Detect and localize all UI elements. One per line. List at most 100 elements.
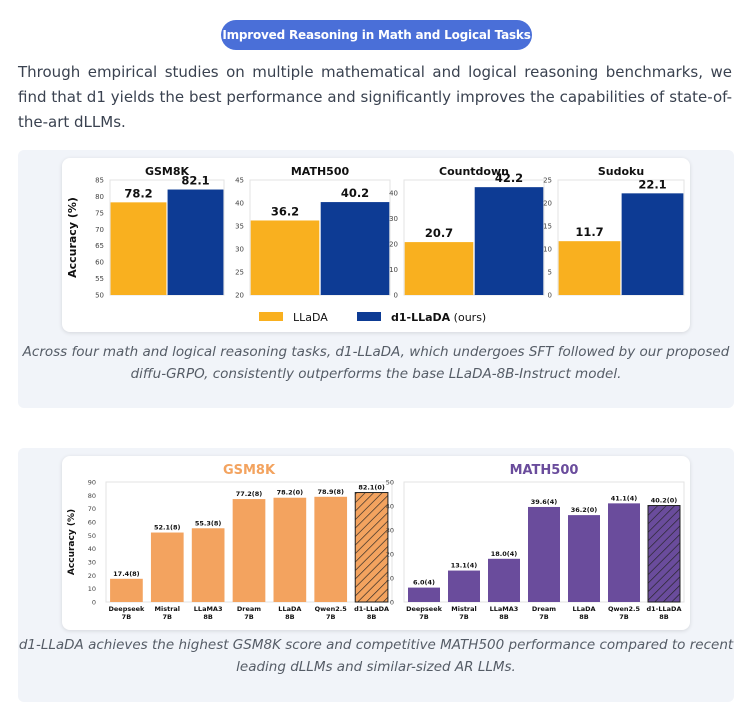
fig2-bar: [448, 570, 480, 602]
fig1-panel-0: 50 55 60 65 70 75 80 85 78.2 82.1: [95, 174, 225, 300]
fig1-bar-label: 40.2: [341, 186, 369, 200]
fig2-ytick: 30: [386, 527, 394, 535]
fig2-bar-label: 77.2(8): [236, 490, 263, 498]
fig1-bar-label: 82.1: [181, 174, 209, 188]
figure1-card: GSM8K 50 55 60 65 70 75 80 85 78.2 82.1 MATH500 20 25…: [62, 158, 690, 332]
fig2-ytick: 50: [88, 532, 96, 540]
fig2-bar-label: 52.1(8): [154, 524, 181, 532]
fig2-ytick: 10: [386, 575, 394, 583]
fig1-ytick: 45: [235, 177, 244, 185]
fig1-ytick: 80: [95, 193, 104, 201]
fig2-bar-label: 13.1(4): [451, 562, 478, 570]
fig1-bar-label: 42.2: [495, 171, 523, 185]
fig2-xtick: Mistral: [451, 605, 477, 613]
fig2-title-1: MATH500: [510, 463, 579, 478]
fig2-xtick: Deepseek: [108, 605, 145, 613]
fig2-xtick: Dream: [532, 605, 556, 613]
fig1-ytick: 35: [235, 223, 244, 231]
fig2-bar: [150, 532, 184, 602]
fig2-xtick-size: 7B: [419, 613, 429, 621]
fig2-bar-label: 39.6(4): [531, 498, 558, 506]
fig1-bar-label: 20.7: [425, 226, 453, 240]
fig1-ytick: 60: [95, 259, 104, 267]
fig1-ytick: 20: [235, 292, 244, 300]
fig2-bar: [408, 587, 440, 602]
fig1-ytick: 10: [389, 266, 398, 274]
fig1-bar-llada: [250, 220, 320, 295]
fig2-xtick: Dream: [237, 605, 261, 613]
fig2-ytick: 70: [88, 505, 96, 513]
legend-swatch-d1: [357, 312, 381, 321]
fig2-ytick: 0: [92, 599, 96, 607]
figure2-panel: GSM8K 0 10 20 30 40 50 60 70 80 90 17.4(8) Deepseek 7…: [18, 448, 734, 702]
fig2-bar: [528, 506, 560, 602]
fig2-ytick: 20: [386, 551, 394, 559]
fig2-xtick-size: 8B: [499, 613, 509, 621]
fig1-bar-llada: [404, 242, 474, 295]
fig1-bar-label: 78.2: [124, 186, 152, 200]
fig1-ytick: 25: [235, 269, 244, 277]
figure1-charts: GSM8K505560657075808578.282.1MATH5002025…: [66, 165, 685, 324]
fig2-bar: [488, 558, 520, 602]
fig1-bar-d1: [167, 189, 224, 295]
fig2-bar: [110, 578, 143, 602]
fig1-ytick: 40: [235, 200, 244, 208]
legend-label-d1: d1-LLaDA (ours): [391, 311, 486, 324]
fig1-panel-1: 20 25 30 35 40 45 36.2 40.2: [235, 177, 391, 300]
fig2-ytick: 90: [88, 479, 96, 487]
fig1-ytick: 65: [95, 242, 104, 250]
fig1-title-2: Countdown: [439, 165, 509, 178]
fig2-bar: [191, 528, 225, 602]
fig1-bar-label: 11.7: [575, 225, 603, 239]
fig2-bar-label: 6.0(4): [413, 579, 435, 587]
fig2-ylabel: Accuracy (%): [67, 509, 77, 575]
fig1-bar-d1: [320, 202, 390, 295]
fig2-bar: [273, 497, 307, 602]
fig2-xtick: d1-LLaDA: [647, 605, 682, 613]
fig2-bar-label: 78.2(0): [277, 489, 304, 497]
fig2-xtick: LLaDA: [572, 605, 595, 613]
fig2-xtick: Deepseek: [406, 605, 443, 613]
legend-swatch-llada: [259, 312, 283, 321]
fig2-bar-label: 40.2(0): [651, 497, 678, 505]
fig2-xtick-size: 8B: [659, 613, 669, 621]
legend-label-llada: LLaDA: [293, 311, 328, 324]
fig2-ytick: 40: [88, 545, 96, 553]
fig2-xtick-size: 8B: [579, 613, 589, 621]
fig2-xtick-size: 7B: [619, 613, 629, 621]
fig2-bar-label: 17.4(8): [113, 570, 140, 578]
fig1-ytick: 10: [543, 246, 552, 254]
figure2-card: GSM8K 0 10 20 30 40 50 60 70 80 90 17.4(8) Deepseek 7…: [62, 456, 690, 630]
fig1-legend: LLaDA d1-LLaDA (ours): [259, 311, 486, 324]
fig2-bar: [568, 515, 600, 602]
fig2-xtick: LLaMA3: [194, 605, 223, 613]
fig2-bar-label: 78.9(8): [317, 488, 344, 496]
fig2-xtick-size: 7B: [459, 613, 469, 621]
fig2-xtick-size: 7B: [122, 613, 132, 621]
fig2-xtick-size: 8B: [203, 613, 213, 621]
fig1-ytick: 0: [394, 292, 398, 300]
figure2-caption: d1-LLaDA achieves the highest GSM8K scor…: [18, 637, 734, 675]
fig1-ytick: 30: [389, 215, 398, 223]
fig2-bar-label: 36.2(0): [571, 506, 598, 514]
fig2-ytick: 10: [88, 585, 96, 593]
fig2-ytick: 50: [386, 479, 394, 487]
fig1-bar-d1: [621, 193, 684, 295]
fig2-bar-label: 82.1(0): [358, 484, 385, 492]
fig2-ytick: 30: [88, 559, 96, 567]
fig1-bar-llada: [110, 202, 167, 295]
fig1-ytick: 75: [95, 209, 104, 217]
fig1-ylabel: Accuracy (%): [66, 197, 79, 278]
fig1-bar-label: 22.1: [638, 177, 666, 191]
fig1-ytick: 0: [548, 292, 552, 300]
fig1-ytick: 85: [95, 177, 104, 185]
intro-paragraph: Through empirical studies on multiple ma…: [18, 63, 732, 131]
fig2-xtick: Qwen2.5: [608, 605, 641, 613]
fig2-xtick-size: 7B: [244, 613, 254, 621]
fig2-xtick-size: 8B: [285, 613, 295, 621]
fig2-bar: [647, 505, 681, 603]
fig1-ytick: 50: [95, 292, 104, 300]
fig1-bar-llada: [558, 241, 621, 295]
fig2-xtick: d1-LLaDA: [354, 605, 389, 613]
fig2-xtick: Qwen2.5: [315, 605, 348, 613]
